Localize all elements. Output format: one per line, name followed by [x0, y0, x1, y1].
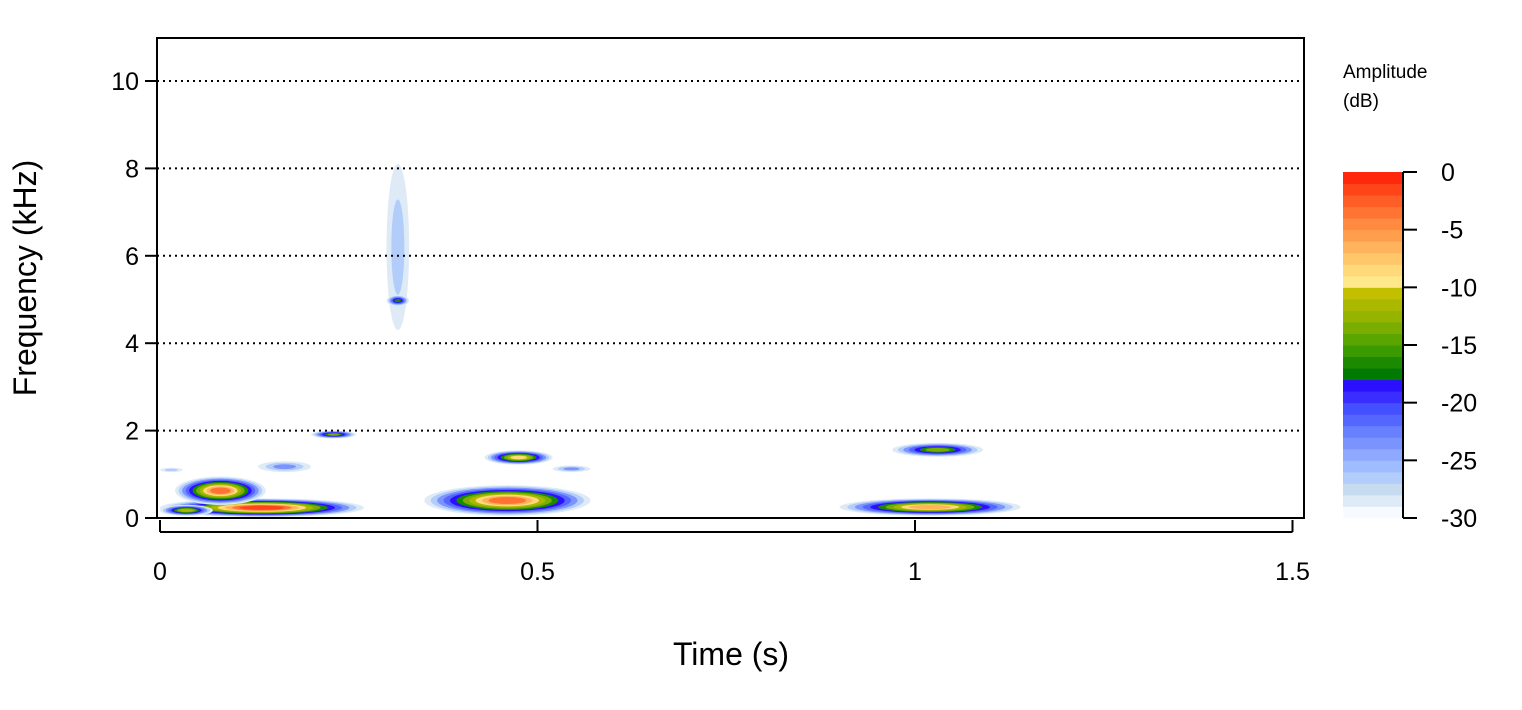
colorbar-swatch [1343, 183, 1403, 196]
y-tick-label: 10 [111, 68, 139, 96]
colorbar-swatch [1343, 321, 1403, 334]
colorbar-swatch [1343, 460, 1403, 473]
colorbar-swatch [1343, 264, 1403, 277]
spectrogram-contour [273, 464, 297, 470]
spectrogram-blob [160, 467, 183, 473]
y-tick-label: 0 [125, 505, 139, 533]
x-tick-label: 1 [908, 558, 922, 586]
spectrogram-contour [327, 433, 340, 436]
colorbar-title-line2: (dB) [1343, 91, 1379, 112]
colorbar-swatch [1343, 483, 1403, 496]
spectrogram-blob [160, 504, 213, 516]
colorbar-tick-label: 0 [1441, 159, 1455, 187]
colorbar-swatch [1343, 425, 1403, 438]
spectrogram-blob [175, 476, 266, 505]
colorbar-tick-label: -25 [1441, 447, 1477, 475]
y-tick-label: 6 [125, 243, 139, 271]
colorbar-swatch [1343, 252, 1403, 265]
x-axis-title: Time (s) [673, 636, 789, 672]
spectrogram-blob [484, 450, 553, 465]
colorbar-swatch [1343, 218, 1403, 231]
colorbar-tick-label: -30 [1441, 505, 1477, 533]
colorbar-swatch [1343, 368, 1403, 381]
y-tick-label: 2 [125, 418, 139, 446]
spectrogram-contour [908, 505, 952, 510]
spectrogram-contour [925, 447, 950, 452]
x-tick-label: 0.5 [520, 558, 555, 586]
y-axis: 0 2 4 6 8 10 [111, 68, 157, 533]
colorbar-swatch [1343, 275, 1403, 288]
colorbar-swatch [1343, 298, 1403, 311]
spectrogram-heatmap [159, 164, 1021, 518]
colorbar-tick-label: -20 [1441, 390, 1477, 418]
colorbar-swatch [1343, 437, 1403, 450]
colorbar-swatch [1343, 241, 1403, 254]
colorbar-swatch [1343, 356, 1403, 369]
colorbar-swatch [1343, 414, 1403, 427]
spectrogram-blob [424, 485, 591, 516]
spectrogram-blob [386, 164, 410, 331]
colorbar-swatch [1343, 506, 1403, 519]
colorbar-swatch [1343, 333, 1403, 346]
colorbar-swatch [1343, 229, 1403, 242]
colorbar-swatch [1343, 345, 1403, 358]
spectrogram-contour [563, 467, 580, 471]
y-tick-label: 4 [125, 330, 139, 358]
colorbar-swatch [1343, 195, 1403, 208]
spectrogram-blob [552, 465, 591, 473]
spectrogram-contour [391, 199, 405, 295]
colorbar-tick-label: -10 [1441, 274, 1477, 302]
colorbar-tick-label: -5 [1441, 217, 1463, 245]
x-tick-label: 0 [153, 558, 167, 586]
spectrogram-contour [239, 505, 285, 510]
colorbar-swatch [1343, 287, 1403, 300]
grid-lines [157, 80, 1304, 432]
spectrogram-blob [839, 498, 1021, 516]
spectrogram-blob [386, 295, 410, 307]
colorbar-swatch [1343, 471, 1403, 484]
spectrogram-blob [311, 430, 357, 439]
plot-frame [156, 37, 1305, 519]
spectrogram-contour [488, 497, 527, 504]
colorbar-swatch [1343, 448, 1403, 461]
colorbar-tick-label: -15 [1441, 332, 1477, 360]
x-tick-label: 1.5 [1275, 558, 1310, 586]
colorbar-swatch [1343, 206, 1403, 219]
colorbar-swatch [1343, 172, 1403, 185]
spectrogram-contour [510, 455, 527, 460]
spectrogram-contour [394, 298, 402, 303]
colorbar: 0 -5 -10 -15 -20 -25 -30 [1343, 159, 1477, 533]
y-axis-title: Frequency (kHz) [7, 160, 43, 397]
spectrogram-blob [258, 461, 312, 473]
y-tick-label: 8 [125, 155, 139, 183]
spectrogram-contour [179, 508, 194, 512]
colorbar-swatch [1343, 494, 1403, 507]
spectrogram-blob [892, 442, 983, 457]
colorbar-swatch [1343, 379, 1403, 392]
spectrogram-contour [210, 487, 231, 494]
colorbar-swatch [1343, 310, 1403, 323]
spectrogram-contour [164, 468, 178, 472]
colorbar-swatch [1343, 391, 1403, 404]
x-axis: 0 0.5 1 1.5 [153, 520, 1310, 586]
colorbar-title-line1: Amplitude [1343, 62, 1428, 83]
colorbar-swatch [1343, 402, 1403, 415]
